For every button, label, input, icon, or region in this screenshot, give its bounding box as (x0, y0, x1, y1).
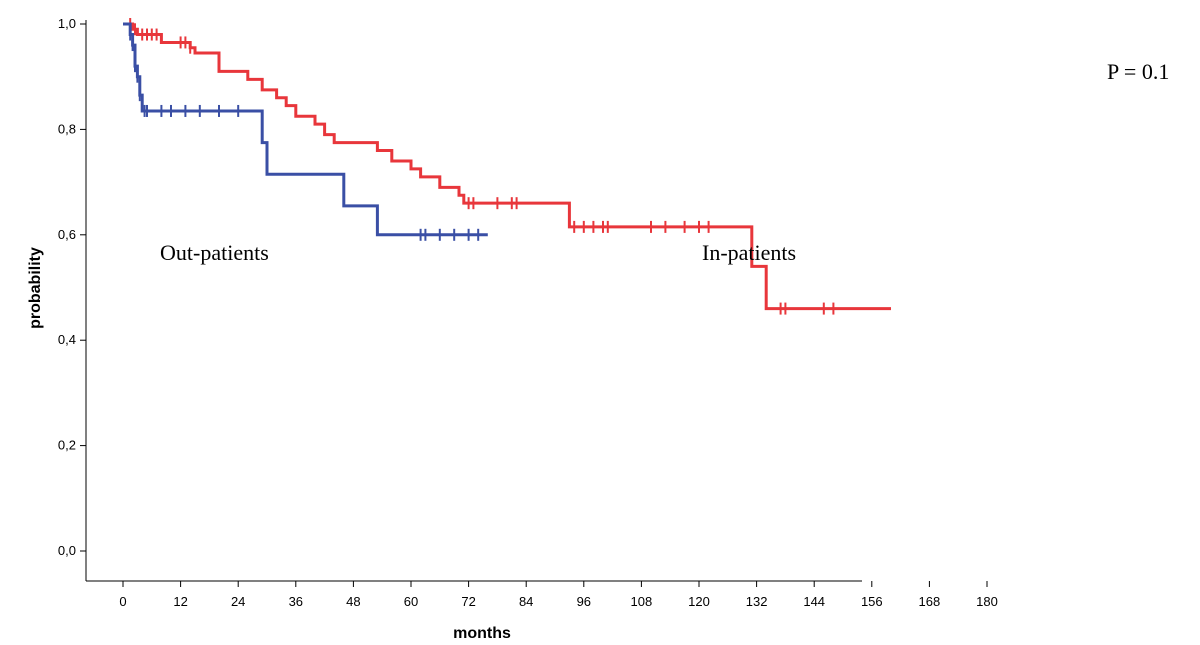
x-tick-label: 156 (861, 594, 883, 609)
x-tick-label: 144 (803, 594, 825, 609)
x-ticks: 0 12 24 36 48 60 72 84 96 108 120 132 144 156 168 180 (119, 581, 998, 609)
x-tick-label: 36 (289, 594, 303, 609)
x-tick-label: 96 (577, 594, 591, 609)
x-tick-label: 120 (688, 594, 710, 609)
p-value-annotation: P = 0.1 (1107, 59, 1169, 84)
x-tick-label: 60 (404, 594, 418, 609)
axes (85, 20, 862, 582)
y-tick-label: 0,8 (58, 121, 76, 136)
y-ticks: 0,0 0,2 0,4 0,6 0,8 1,0 (58, 16, 86, 558)
x-tick-label: 72 (461, 594, 475, 609)
x-tick-label: 0 (119, 594, 126, 609)
x-tick-label: 12 (173, 594, 187, 609)
y-tick-label: 1,0 (58, 16, 76, 31)
out-patients-annotation: Out-patients (160, 240, 269, 265)
x-tick-label: 180 (976, 594, 998, 609)
x-tick-label: 168 (919, 594, 941, 609)
x-tick-label: 24 (231, 594, 245, 609)
survival-curve (123, 22, 891, 311)
survival-curve (123, 22, 488, 237)
x-tick-label: 84 (519, 594, 533, 609)
x-tick-label: 132 (746, 594, 768, 609)
x-tick-label: 48 (346, 594, 360, 609)
series-out-patients (123, 22, 488, 241)
y-tick-label: 0,0 (58, 543, 76, 558)
series-in-patients (123, 18, 891, 315)
series-group (123, 18, 891, 315)
x-tick-label: 108 (631, 594, 653, 609)
y-axis-title: probability (27, 247, 44, 329)
y-tick-label: 0,4 (58, 332, 76, 347)
y-tick-label: 0,6 (58, 227, 76, 242)
in-patients-annotation: In-patients (702, 240, 796, 265)
y-tick-label: 0,2 (58, 438, 76, 453)
x-axis-title: months (453, 625, 511, 642)
